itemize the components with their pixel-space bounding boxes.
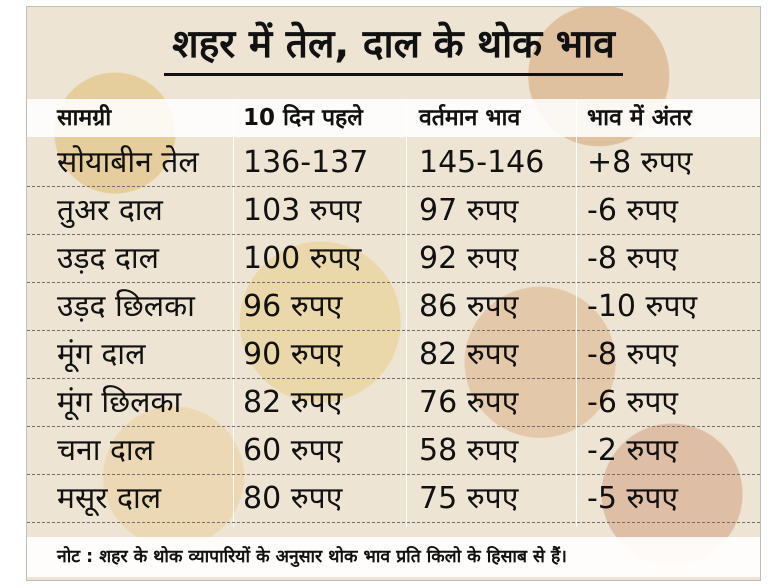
- cell-difference: -6 रुपए: [587, 385, 679, 420]
- cell-difference: +8 रुपए: [587, 145, 693, 180]
- cell-previous-price: 82 रुपए: [243, 385, 343, 420]
- row-divider: [27, 378, 760, 379]
- row-divider: [27, 522, 760, 523]
- cell-item: सोयाबीन तेल: [57, 145, 199, 180]
- page-title: शहर में तेल, दाल के थोक भाव: [164, 19, 623, 76]
- cell-difference: -8 रुपए: [587, 241, 679, 276]
- row-divider: [27, 474, 760, 475]
- price-table-graphic: शहर में तेल, दाल के थोक भाव सामग्री 10 द…: [26, 6, 761, 581]
- cell-difference: -10 रुपए: [587, 289, 698, 324]
- header-price-difference: भाव में अंतर: [587, 105, 692, 131]
- cell-previous-price: 80 रुपए: [243, 481, 343, 516]
- table-header-row: [27, 99, 760, 137]
- row-divider: [27, 330, 760, 331]
- cell-current-price: 145-146: [419, 145, 545, 180]
- cell-previous-price: 90 रुपए: [243, 337, 343, 372]
- cell-difference: -8 रुपए: [587, 337, 679, 372]
- footnote: नोट : शहर के थोक व्यापारियों के अनुसार थ…: [27, 537, 760, 577]
- cell-current-price: 58 रुपए: [419, 433, 519, 468]
- cell-difference: -5 रुपए: [587, 481, 679, 516]
- cell-item: उड़द दाल: [57, 241, 159, 276]
- cell-current-price: 76 रुपए: [419, 385, 519, 420]
- cell-previous-price: 100 रुपए: [243, 241, 362, 276]
- row-divider: [27, 426, 760, 427]
- cell-previous-price: 60 रुपए: [243, 433, 343, 468]
- cell-current-price: 82 रुपए: [419, 337, 519, 372]
- cell-difference: -2 रुपए: [587, 433, 679, 468]
- cell-previous-price: 103 रुपए: [243, 193, 362, 228]
- cell-difference: -6 रुपए: [587, 193, 679, 228]
- cell-previous-price: 136-137: [243, 145, 369, 180]
- cell-item: मसूर दाल: [57, 481, 162, 516]
- cell-item: मूंग छिलका: [57, 385, 182, 420]
- cell-item: उड़द छिलका: [57, 289, 195, 324]
- cell-item: तुअर दाल: [57, 193, 163, 228]
- cell-item: मूंग दाल: [57, 337, 146, 372]
- cell-previous-price: 96 रुपए: [243, 289, 343, 324]
- column-divider: [233, 99, 234, 527]
- header-previous-price: 10 दिन पहले: [243, 105, 363, 131]
- row-divider: [27, 186, 760, 187]
- header-current-price: वर्तमान भाव: [419, 105, 521, 131]
- cell-current-price: 97 रुपए: [419, 193, 519, 228]
- row-divider: [27, 234, 760, 235]
- header-item: सामग्री: [57, 105, 112, 131]
- cell-current-price: 75 रुपए: [419, 481, 519, 516]
- cell-item: चना दाल: [57, 433, 155, 468]
- cell-current-price: 86 रुपए: [419, 289, 519, 324]
- title-container: शहर में तेल, दाल के थोक भाव: [27, 19, 760, 76]
- column-divider: [406, 99, 407, 527]
- column-divider: [576, 99, 577, 527]
- cell-current-price: 92 रुपए: [419, 241, 519, 276]
- row-divider: [27, 282, 760, 283]
